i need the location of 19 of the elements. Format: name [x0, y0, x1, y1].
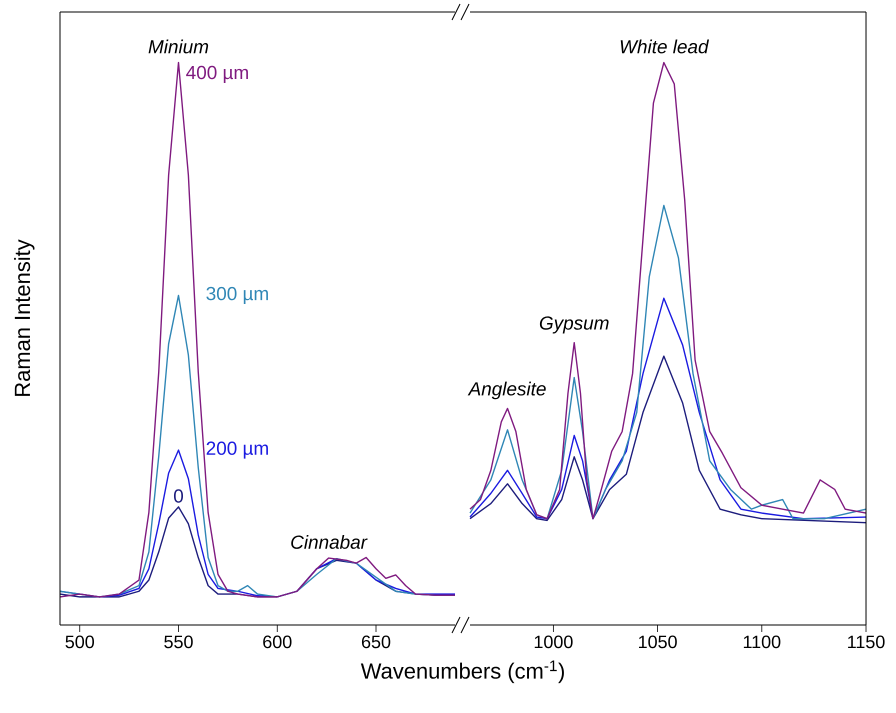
x-tick-label: 1100 [744, 636, 780, 648]
x-tick-label: 550 [164, 636, 193, 648]
annotation: Minium [148, 40, 208, 54]
x-axis-title: Wavenumbers (cm$^{-1}$) [360, 660, 564, 684]
annotation: White lead [620, 39, 710, 54]
annotation: Cinnabar [291, 534, 368, 549]
series-label: 0 [174, 489, 184, 503]
x-tick-label: 650 [362, 636, 390, 648]
annotation: Gypsum [540, 316, 609, 334]
x-tick-label: 1000 [534, 636, 573, 648]
y-axis-title: Raman Intensity [14, 239, 34, 396]
annotation: Anglesite [468, 382, 546, 400]
x-tick-label: 600 [263, 636, 292, 648]
x-tick-label: 1150 [848, 636, 885, 648]
series-label: 200 µm [206, 442, 268, 459]
series-label: 400 µm [186, 66, 248, 83]
x-tick-label: 500 [66, 636, 94, 648]
series-label: 300 µm [206, 286, 268, 304]
x-tick-label: 1050 [639, 636, 677, 648]
